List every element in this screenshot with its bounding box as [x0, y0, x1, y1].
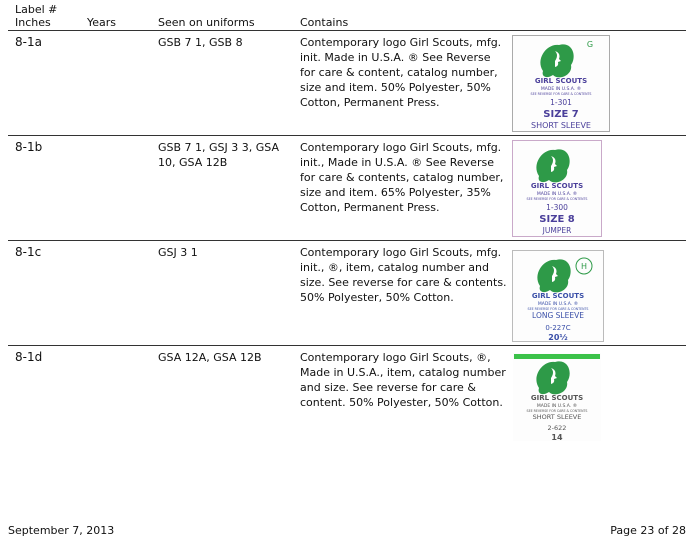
tag-style: LONG SLEEVE	[532, 311, 584, 320]
seen-on: GSB 7 1, GSJ 3 3, GSA 10, GSA 12B	[158, 141, 280, 169]
header-inches: Inches	[15, 16, 51, 29]
corner-mark: H	[581, 262, 587, 271]
header-seen: Seen on uniforms	[158, 16, 255, 29]
footer-date: September 7, 2013	[8, 524, 115, 537]
profile	[551, 368, 557, 384]
tag-brand: GIRL SCOUTS	[535, 77, 587, 85]
profile	[555, 51, 561, 67]
tag-code: 1-300	[546, 203, 568, 212]
tag-size: SIZE 8	[539, 214, 574, 225]
seen-on: GSB 7 1, GSB 8	[158, 36, 243, 49]
row-label: 8-1b	[15, 140, 43, 154]
tag-note: SEE REVERSE FOR CARE & CONTENTS	[527, 197, 588, 201]
header-rule	[8, 30, 686, 31]
tag-background	[512, 140, 602, 237]
tag-size: 20½	[548, 332, 567, 342]
tag-size: SIZE 7	[543, 109, 578, 120]
tag-made: MADE IN U.S.A. ®	[537, 402, 577, 409]
tag-brand: GIRL SCOUTS	[531, 394, 583, 402]
contains: Contemporary logo Girl Scouts, mfg. init…	[300, 141, 504, 214]
row-rule	[8, 135, 686, 136]
tag-made: MADE IN U.S.A. ®	[541, 85, 581, 92]
row-label: 8-1c	[15, 245, 42, 259]
tag-style: SHORT SLEEVE	[533, 413, 582, 421]
header-label: Label #	[15, 3, 58, 16]
corner-circle	[575, 257, 593, 275]
seen-on: GSJ 3 1	[158, 246, 198, 259]
contains: Contemporary logo Girl Scouts, ®, Made i…	[300, 351, 506, 409]
row-label: 8-1a	[15, 35, 42, 49]
corner-mark: G	[587, 40, 593, 49]
profile	[551, 156, 557, 172]
tag-made: MADE IN U.S.A. ®	[537, 190, 577, 197]
profile	[552, 266, 558, 282]
tag-note: SEE REVERSE FOR CARE & CONTENTS	[527, 409, 588, 413]
tag-code: 2-622	[548, 424, 567, 432]
tag-note: SEE REVERSE FOR CARE & CONTENTS	[528, 307, 589, 311]
tag-style: JUMPER	[542, 226, 572, 235]
footer-page: Page 23 of 28	[610, 524, 686, 537]
header-contains: Contains	[300, 16, 349, 29]
header-years: Years	[87, 16, 117, 29]
row-rule	[8, 240, 686, 241]
tag-made: MADE IN U.S.A. ®	[538, 300, 578, 307]
tag-note: SEE REVERSE FOR CARE & CONTENTS	[531, 92, 592, 96]
tag-brand: GIRL SCOUTS	[531, 182, 583, 190]
tag-style: SHORT SLEEVE	[531, 121, 591, 130]
green-stripe	[514, 354, 600, 359]
tag-brand: GIRL SCOUTS	[532, 292, 584, 300]
row-label: 8-1d	[15, 350, 43, 364]
tag-size: 14	[551, 433, 563, 442]
row-rule	[8, 345, 686, 346]
seen-on: GSA 12A, GSA 12B	[158, 351, 262, 364]
contains: Contemporary logo Girl Scouts, mfg. init…	[300, 36, 502, 109]
tag-code: 0-227C	[545, 324, 570, 332]
tag-code: 1-301	[550, 98, 572, 107]
contains: Contemporary logo Girl Scouts, mfg. init…	[300, 246, 507, 304]
